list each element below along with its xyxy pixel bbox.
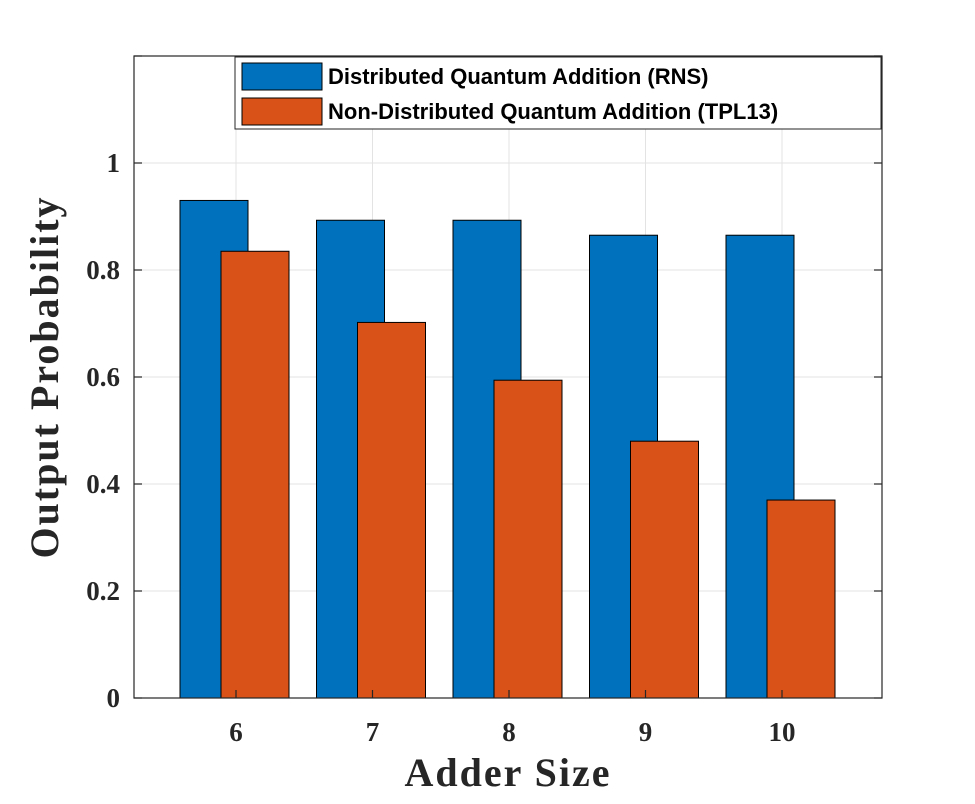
y-tick-label: 1 bbox=[107, 148, 121, 178]
legend-box bbox=[234, 56, 882, 130]
bars bbox=[179, 199, 836, 699]
y-tick-label: 0.2 bbox=[86, 576, 120, 606]
bar-series-1-7 bbox=[357, 321, 426, 699]
axis-ticks bbox=[134, 55, 882, 699]
y-tick-labels: 0 0.2 0.4 0.6 0.8 1 bbox=[86, 148, 120, 713]
legend-swatch-rns bbox=[241, 62, 323, 91]
bar-series-1-6 bbox=[220, 250, 290, 699]
x-tick-labels: 6 7 8 9 10 bbox=[229, 717, 795, 747]
x-tick-label: 10 bbox=[769, 717, 796, 747]
y-tick-label: 0.4 bbox=[86, 469, 120, 499]
bar-series-1-8 bbox=[493, 379, 563, 699]
x-axis-title: Adder Size bbox=[404, 750, 611, 795]
x-tick-label: 6 bbox=[229, 717, 243, 747]
y-axis-title: Output Probability bbox=[22, 195, 67, 558]
legend: Distributed Quantum Addition (RNS) Non-D… bbox=[234, 56, 882, 130]
y-tick-label: 0.6 bbox=[86, 362, 120, 392]
bar-series-1-9 bbox=[630, 440, 699, 699]
y-tick-label: 0 bbox=[107, 683, 121, 713]
legend-label-rns: Distributed Quantum Addition (RNS) bbox=[328, 64, 708, 89]
x-tick-label: 8 bbox=[502, 717, 516, 747]
legend-label-tpl13: Non-Distributed Quantum Addition (TPL13) bbox=[328, 99, 778, 124]
bar-series-1-10 bbox=[766, 499, 836, 699]
x-tick-label: 9 bbox=[639, 717, 653, 747]
y-tick-label: 0.8 bbox=[86, 255, 120, 285]
legend-swatch-tpl13 bbox=[241, 97, 323, 126]
x-tick-label: 7 bbox=[366, 717, 380, 747]
